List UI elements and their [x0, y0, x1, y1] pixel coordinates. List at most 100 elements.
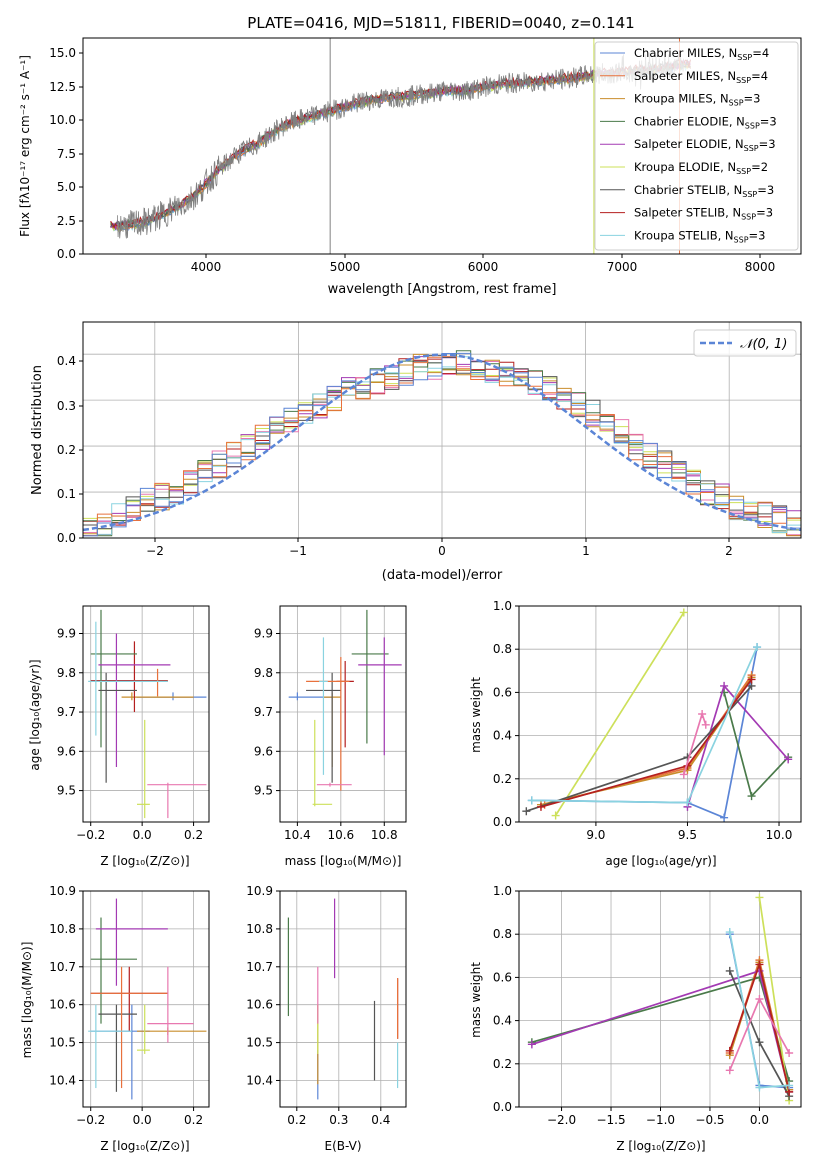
- x-tick-label: −0.2: [76, 1113, 105, 1127]
- mass-weight-point: [784, 755, 793, 764]
- mass-weight-point: [755, 893, 764, 902]
- x-tick-label: 9.5: [678, 828, 697, 842]
- residuals-plot-area: [82, 350, 802, 537]
- x-tick-label: 0.0: [133, 1113, 152, 1127]
- mass-weight-point: [522, 807, 531, 816]
- x-tick-label: 10.8: [371, 828, 398, 842]
- mass-vs-z-ylabel: mass [log₁₀(M/M⊙)]: [20, 942, 34, 1059]
- y-tick-label: 10.5: [49, 1036, 76, 1050]
- age-vs-z-xlabel: Z [log₁₀(Z/Z⊙)]: [100, 854, 189, 868]
- legend-entry: Chabrier MILES, NSSP=4: [634, 46, 769, 62]
- mass-weight-point: [698, 710, 707, 718]
- x-tick-label: 0.0: [133, 828, 152, 842]
- mass-weight-point: [725, 1066, 734, 1075]
- gaussian-curve: [82, 353, 802, 532]
- x-tick-label: 0.0: [750, 1113, 769, 1127]
- y-tick-label: 0.8: [493, 927, 512, 941]
- spectrum-title: PLATE=0416, MJD=51811, FIBERID=0040, z=0…: [247, 14, 634, 32]
- mass-weight-point: [755, 1038, 764, 1047]
- x-tick-label: −1.0: [646, 1113, 675, 1127]
- mass-weight-point: [527, 1040, 536, 1049]
- residuals-xtick: −2: [146, 544, 164, 558]
- y-tick-label: 9.6: [254, 744, 273, 758]
- residuals-legend: 𝒩(0, 1): [693, 329, 797, 357]
- y-tick-label: 9.7: [57, 705, 76, 719]
- y-tick-label: 0.0: [493, 815, 512, 829]
- residuals-xtick: 1: [582, 544, 590, 558]
- spectrum-xlabel: wavelength [Angstrom, rest frame]: [328, 282, 557, 297]
- x-tick-label: −0.5: [695, 1113, 724, 1127]
- y-tick-label: 9.9: [254, 626, 273, 640]
- y-tick-label: 10.9: [49, 884, 76, 898]
- spectrum-ytick: 5.0: [57, 180, 76, 194]
- spectrum-ytick: 0.0: [57, 247, 76, 261]
- weight-vs-age-ylabel: mass weight: [469, 677, 483, 753]
- y-tick-label: 10.7: [49, 960, 76, 974]
- residual-histogram-line: [83, 352, 801, 537]
- y-tick-label: 0.8: [493, 642, 512, 656]
- mass-weight-point: [755, 1083, 764, 1092]
- y-tick-label: 10.5: [246, 1036, 273, 1050]
- mass-weight-point: [755, 960, 764, 969]
- mass-weight-point: [536, 802, 545, 811]
- mass-weight-point: [679, 770, 688, 779]
- mass-vs-ebv-xlabel: E(B-V): [324, 1139, 361, 1153]
- residual-histogram-line: [83, 360, 801, 536]
- legend-entry: Salpeter MILES, NSSP=4: [634, 69, 768, 85]
- legend-entry: Kroupa STELIB, NSSP=3: [634, 228, 765, 244]
- mass-weight-line: [554, 612, 685, 816]
- legend-entry: Salpeter ELODIE, NSSP=3: [634, 137, 776, 153]
- mass-weight-point: [720, 813, 729, 822]
- mass-vs-z-panel: −0.2 0.0 0.2 10.4 10.5 10.6 10.7 10.8 10.9: [49, 884, 210, 1127]
- residuals-xlabel: (data-model)/error: [382, 568, 503, 583]
- y-tick-label: 0.2: [493, 1057, 512, 1071]
- mass-weight-point: [747, 792, 756, 801]
- y-tick-label: 10.9: [246, 884, 273, 898]
- axes-frame: [279, 605, 407, 823]
- gaussian-legend-label: 𝒩(0, 1): [740, 337, 787, 352]
- weight-vs-z-ylabel: mass weight: [469, 962, 483, 1038]
- spectrum-xtick: 6000: [468, 260, 499, 274]
- weight-vs-age-xlabel: age [log₁₀(age/yr)]: [605, 854, 716, 868]
- x-tick-label: −0.2: [76, 828, 105, 842]
- x-tick-label: 0.2: [184, 1113, 203, 1127]
- mass-weight-point: [725, 1046, 734, 1055]
- y-tick-label: 10.4: [246, 1073, 273, 1087]
- y-tick-label: 0.4: [493, 1014, 512, 1028]
- mass-weight-point: [725, 928, 734, 937]
- spectrum-xtick: 8000: [745, 260, 776, 274]
- parameter-panels: −0.2 0.0 0.2 9.5 9.6 9.7 9.8 9.9 10.4 10.6 10.8 9.5…: [49, 599, 802, 1127]
- spectrum-xtick: 5000: [330, 260, 361, 274]
- legend-entry: Kroupa MILES, NSSP=3: [634, 92, 760, 108]
- x-tick-label: 10.6: [327, 828, 354, 842]
- mass-weight-point: [551, 811, 560, 820]
- mass-weight-point: [785, 1049, 794, 1057]
- spectrum-legend: Chabrier MILES, NSSP=4 Salpeter MILES, NS…: [594, 41, 799, 251]
- y-tick-label: 10.8: [49, 922, 76, 936]
- mass-vs-z-xlabel: Z [log₁₀(Z/Z⊙)]: [100, 1139, 189, 1153]
- y-tick-label: 10.6: [246, 998, 273, 1012]
- y-tick-label: 9.5: [254, 784, 273, 798]
- mass-weight-point: [683, 798, 692, 807]
- spectrum-ytick: 10.0: [49, 113, 76, 127]
- spectrum-ytick: 12.5: [49, 80, 76, 94]
- legend-entry: Kroupa ELODIE, NSSP=2: [634, 160, 768, 176]
- y-tick-label: 1.0: [493, 599, 512, 613]
- age-vs-z-panel: −0.2 0.0 0.2 9.5 9.6 9.7 9.8 9.9: [57, 605, 210, 842]
- residuals-panel: −2 −1 0 1 2 0.0 0.1 0.2 0.3 0.4 (data-mo…: [30, 321, 802, 583]
- axes-frame: [82, 890, 210, 1108]
- mass-weight-point: [679, 608, 688, 617]
- y-tick-label: 0.4: [493, 729, 512, 743]
- weight-vs-z-xlabel: Z [log₁₀(Z/Z⊙)]: [616, 1139, 705, 1153]
- y-tick-label: 9.7: [254, 705, 273, 719]
- y-tick-label: 9.8: [254, 666, 273, 680]
- weight-vs-age-panel: 9.0 9.5 10.0 0.0 0.2 0.4 0.6 0.8 1.0: [493, 599, 802, 842]
- age-vs-z-ylabel: age [log₁₀(age/yr)]: [28, 659, 42, 770]
- legend-entry: Chabrier ELODIE, NSSP=3: [634, 114, 777, 130]
- spectrum-ylabel: Flux [fλ10⁻¹⁷ erg cm⁻² s⁻¹ A⁻¹]: [18, 55, 32, 237]
- spectrum-ytick: 15.0: [49, 46, 76, 60]
- x-tick-label: 0.4: [371, 1113, 390, 1127]
- legend-entry: Chabrier STELIB, NSSP=3: [634, 183, 774, 199]
- axes-frame: [518, 605, 802, 823]
- axes-frame: [279, 890, 407, 1108]
